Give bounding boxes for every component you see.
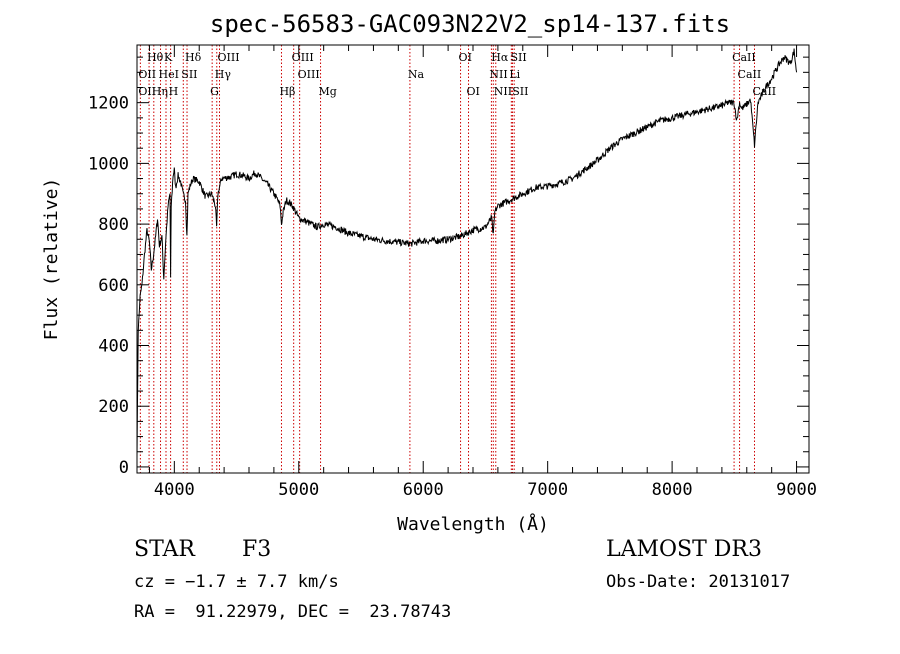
- line-label: CaII: [738, 68, 762, 81]
- object-class: STAR: [134, 537, 195, 562]
- y-tick-label: 800: [98, 215, 129, 235]
- line-label: SII: [181, 68, 197, 81]
- x-tick-label: 8000: [652, 480, 693, 500]
- survey-label: LAMOST DR3: [606, 537, 762, 562]
- x-axis-label: Wavelength (Å): [397, 513, 549, 535]
- line-label: Hγ: [215, 68, 232, 81]
- x-tick-label: 5000: [278, 480, 319, 500]
- y-tick-label: 200: [98, 397, 129, 417]
- line-label: Hθ: [147, 51, 164, 64]
- line-label: Hη: [152, 85, 168, 98]
- x-tick-label: 7000: [527, 480, 568, 500]
- line-label: SII: [510, 51, 526, 64]
- y-tick-label: 0: [119, 458, 129, 478]
- y-tick-label: 400: [98, 337, 129, 357]
- line-label: NII: [489, 68, 507, 81]
- line-label: HeI: [159, 68, 179, 81]
- spectrum-line: [136, 48, 798, 459]
- object-subclass: F3: [242, 537, 272, 562]
- line-label: Mg: [319, 85, 337, 98]
- line-label: K: [164, 51, 173, 64]
- y-tick-label: 600: [98, 276, 129, 296]
- x-tick-label: 9000: [776, 480, 817, 500]
- line-label: G: [210, 85, 219, 98]
- line-label: Hα: [491, 51, 509, 64]
- y-axis-label: Flux (relative): [41, 178, 62, 341]
- line-label: OIII: [218, 51, 240, 64]
- line-label: OII: [138, 85, 156, 98]
- line-label: Li: [509, 68, 520, 81]
- line-label: Hδ: [185, 51, 202, 64]
- line-label: OI: [459, 51, 472, 64]
- line-label: OIII: [298, 68, 320, 81]
- line-label: SII: [512, 85, 528, 98]
- line-label: Na: [408, 68, 425, 81]
- line-label: CaII: [732, 51, 756, 64]
- x-tick-label: 6000: [403, 480, 444, 500]
- y-tick-label: 1000: [88, 154, 129, 174]
- line-label: OIII: [292, 51, 314, 64]
- line-label: H: [169, 85, 179, 98]
- obs-date-text: Obs-Date: 20131017: [606, 572, 791, 592]
- chart-title: spec-56583-GAC093N22V2_sp14-137.fits: [210, 10, 730, 38]
- redshift-text: cz = −1.7 ± 7.7 km/s: [134, 572, 339, 592]
- x-tick-label: 4000: [154, 480, 195, 500]
- line-label: OI: [467, 85, 480, 98]
- coordinates-text: RA = 91.22979, DEC = 23.78743: [134, 602, 452, 622]
- line-label: OII: [138, 68, 156, 81]
- line-label: Hβ: [279, 85, 295, 98]
- y-tick-label: 1200: [88, 94, 129, 114]
- line-label: NII: [494, 85, 512, 98]
